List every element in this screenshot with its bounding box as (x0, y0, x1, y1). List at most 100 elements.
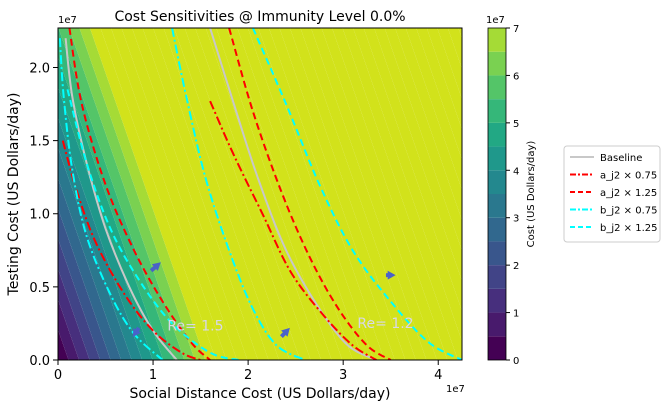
contour-band (384, 28, 462, 251)
contour-band (405, 28, 462, 190)
colorbar-segment (488, 194, 506, 218)
contour-band (311, 28, 437, 360)
contour-band (268, 28, 395, 360)
legend-box (563, 145, 661, 243)
gradient-arrow (279, 327, 290, 338)
x-tick-label: 1 (149, 368, 157, 383)
colorbar-segment (488, 265, 506, 289)
series-line (66, 89, 239, 360)
series-line (209, 100, 377, 360)
contour-band (279, 28, 406, 360)
colorbar-segment (488, 170, 506, 194)
colorbar-tick-label: 4 (513, 166, 519, 177)
legend: Baseline a_j2 × 0.75 a_j2 × 1.25 b_j2 × 0.7… (563, 145, 661, 243)
colorbar-tick-label: 6 (513, 71, 519, 82)
contour-band (447, 28, 462, 69)
contour-band (226, 28, 353, 360)
colorbar-segment (488, 217, 506, 242)
contour-band (68, 28, 195, 360)
colorbar-tick-label: 2 (513, 261, 519, 272)
contour-band (237, 28, 364, 360)
colorbar-segment (488, 122, 506, 147)
x-tick-label: 3 (339, 368, 347, 383)
x-axis: 0 1 2 3 4 (54, 360, 442, 383)
contour-band (111, 28, 237, 360)
y-axis: 0.0 0.5 1.0 1.5 2.0 (29, 61, 58, 369)
contour-band (153, 28, 279, 360)
series-line (68, 28, 211, 360)
contour-band (216, 28, 343, 360)
y-tick-label: 2.0 (29, 61, 50, 76)
contour-band (132, 28, 258, 360)
colorbar-label: Cost (US Dollars/day) (526, 141, 537, 248)
legend-label: b_j2 × 0.75 (600, 206, 658, 217)
contour-band (437, 28, 462, 100)
x-multiplier: 1e7 (446, 384, 465, 395)
plot-area: Re= 1.5 Re= 1.2 (57, 27, 463, 361)
colorbar-segment (488, 288, 506, 313)
colorbar-segment (488, 75, 506, 100)
x-tick-label: 4 (434, 368, 442, 383)
y-axis-label: Testing Cost (US Dollars/day) (6, 93, 22, 297)
colorbar-tick-label: 3 (513, 214, 519, 225)
colorbar-tick-label: 7 (513, 24, 519, 35)
contour-band (163, 28, 290, 360)
contour-band (363, 28, 462, 312)
y-tick-label: 0.0 (29, 354, 50, 369)
gradient-arrow (385, 270, 396, 280)
x-tick-label: 0 (54, 368, 62, 383)
contour-band (426, 28, 462, 130)
colorbar-segment (488, 241, 506, 266)
contour-band (79, 28, 206, 360)
colorbar-tick-label: 5 (513, 119, 519, 130)
contour-band (332, 28, 458, 360)
y-tick-label: 1.0 (29, 208, 50, 223)
legend-label: b_j2 × 1.25 (600, 223, 658, 234)
contour-band (289, 28, 416, 360)
contour-band (342, 28, 462, 360)
series-line (209, 28, 377, 360)
x-axis-label: Social Distance Cost (US Dollars/day) (130, 386, 391, 402)
contour-band (353, 28, 462, 342)
contour-band (195, 28, 322, 360)
legend-label: Baseline (600, 153, 642, 164)
contour-band (121, 28, 248, 360)
colorbar-tick-label: 0 (513, 356, 519, 367)
contour-band (458, 28, 462, 39)
plot-frame (57, 27, 463, 361)
contour-band (58, 28, 185, 360)
contour-band (58, 87, 153, 360)
contour-band (247, 28, 374, 360)
legend-label: a_j2 × 1.25 (600, 188, 657, 199)
contour-band (184, 28, 311, 360)
colorbar-segment (488, 51, 506, 76)
contour-band (416, 28, 462, 160)
colorbar-tick-label: 1 (513, 309, 519, 320)
series-line (171, 28, 306, 360)
chart-title: Cost Sensitivities @ Immunity Level 0.0% (114, 9, 405, 25)
y-multiplier: 1e7 (58, 15, 77, 26)
contour-band (58, 28, 174, 360)
colorbar-multiplier: 1e7 (486, 15, 505, 26)
contour-band (100, 28, 227, 360)
contour-band (374, 28, 462, 281)
colorbar-segment (488, 336, 506, 360)
series-line (228, 28, 392, 360)
colorbar-segment (488, 146, 506, 171)
legend-label: a_j2 × 0.75 (600, 171, 657, 182)
contour-band (174, 28, 301, 360)
series-line (251, 28, 462, 360)
gradient-arrow (132, 326, 141, 338)
contour-band (300, 28, 427, 360)
annotation-label: Re= 1.5 (167, 319, 223, 335)
gradient-arrow (149, 262, 161, 273)
y-tick-label: 1.5 (29, 135, 50, 150)
colorbar-segment (488, 99, 506, 123)
colorbar-segment (488, 28, 506, 52)
colorbar: 0 1 2 3 4 5 6 7 (487, 24, 519, 367)
y-tick-label: 0.5 (29, 281, 50, 296)
colorbar-segment (488, 312, 506, 337)
contour-band (142, 28, 269, 360)
contour-band (89, 28, 216, 360)
